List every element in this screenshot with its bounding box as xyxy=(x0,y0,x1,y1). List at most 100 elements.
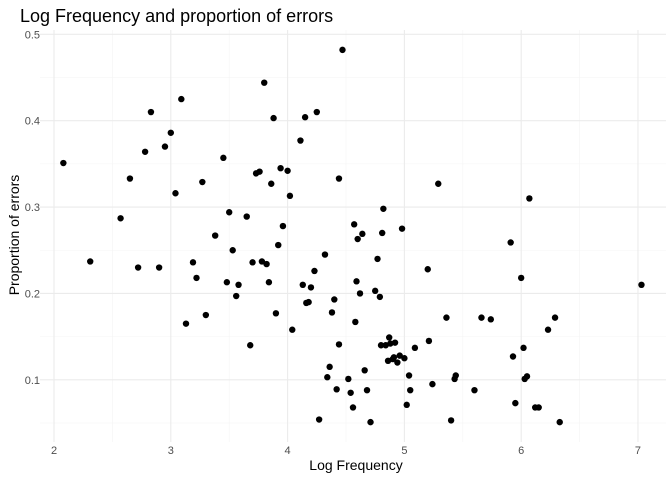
data-point xyxy=(275,241,282,249)
data-point xyxy=(226,209,233,216)
data-point xyxy=(333,386,340,393)
data-point xyxy=(178,95,185,103)
data-point xyxy=(126,175,134,182)
data-point xyxy=(161,143,169,150)
data-point xyxy=(60,159,67,167)
data-point xyxy=(270,114,277,122)
minor-gridlines xyxy=(40,30,666,442)
data-point xyxy=(349,404,357,411)
y-tick-label: 0.2 xyxy=(25,288,40,300)
data-point xyxy=(311,267,318,275)
data-point xyxy=(339,46,346,54)
data-point xyxy=(425,337,433,345)
data-point xyxy=(374,255,381,263)
data-point xyxy=(328,309,336,316)
data-point xyxy=(345,375,352,383)
data-point xyxy=(301,114,309,121)
data-point xyxy=(517,274,525,282)
y-tick-label: 0.5 xyxy=(25,29,40,41)
data-point xyxy=(229,247,236,254)
data-point xyxy=(447,417,455,424)
data-point xyxy=(471,386,478,394)
data-point xyxy=(551,314,559,321)
data-point xyxy=(407,386,414,394)
data-point xyxy=(361,367,368,374)
data-point xyxy=(263,260,270,268)
data-point xyxy=(256,168,263,175)
data-point xyxy=(202,311,210,319)
data-point xyxy=(512,399,519,407)
data-point xyxy=(452,372,459,379)
data-point xyxy=(265,279,273,286)
x-axis-title: Log Frequency xyxy=(309,457,402,473)
data-point xyxy=(286,192,294,200)
x-axis-tick-labels: 2 3 4 5 6 7 xyxy=(51,445,641,457)
data-point xyxy=(199,178,206,186)
data-point xyxy=(411,344,419,352)
data-point xyxy=(211,232,219,239)
data-point xyxy=(261,79,268,86)
data-point xyxy=(435,180,442,187)
data-point xyxy=(258,258,266,265)
data-point xyxy=(378,229,386,237)
data-point xyxy=(371,287,379,295)
data-point xyxy=(277,164,284,172)
data-point xyxy=(394,359,401,366)
data-point xyxy=(377,342,385,349)
data-point xyxy=(134,264,142,271)
data-point xyxy=(390,354,398,361)
data-point xyxy=(193,274,200,282)
data-point xyxy=(324,374,331,381)
y-tick-label: 0.1 xyxy=(25,375,40,387)
data-point xyxy=(396,352,403,359)
data-point xyxy=(429,380,436,388)
data-point xyxy=(507,239,514,246)
data-point xyxy=(335,341,343,348)
data-point xyxy=(478,314,485,321)
y-axis-tick-labels: 0.1 0.2 0.3 0.4 0.5 xyxy=(25,29,40,386)
data-point xyxy=(544,326,552,333)
data-point xyxy=(247,342,254,349)
x-tick-label: 6 xyxy=(518,445,524,457)
data-point xyxy=(556,418,563,426)
data-point xyxy=(272,310,280,317)
data-point xyxy=(520,344,527,352)
data-points xyxy=(60,46,645,426)
data-point xyxy=(307,284,315,291)
data-point xyxy=(347,389,354,396)
x-tick-label: 5 xyxy=(401,445,407,457)
y-axis-title: Proportion of errors xyxy=(6,175,22,296)
data-point xyxy=(367,418,374,426)
y-tick-label: 0.3 xyxy=(25,202,40,214)
x-tick-label: 7 xyxy=(635,445,641,457)
data-point xyxy=(391,339,399,346)
major-gridlines xyxy=(40,30,666,442)
data-point xyxy=(401,355,408,362)
data-point xyxy=(403,401,410,409)
data-point xyxy=(398,225,406,232)
data-point xyxy=(523,373,531,380)
data-point xyxy=(223,279,231,286)
data-point xyxy=(268,180,275,187)
data-point xyxy=(279,222,287,230)
data-point xyxy=(354,235,361,243)
data-point xyxy=(331,296,338,303)
data-point xyxy=(284,167,291,174)
data-point xyxy=(376,293,384,301)
data-point xyxy=(147,108,155,116)
data-point xyxy=(233,292,240,300)
data-point xyxy=(386,334,393,341)
data-point xyxy=(321,251,329,258)
chart-title: Log Frequency and proportion of errors xyxy=(20,6,333,26)
data-point xyxy=(182,320,190,327)
data-point xyxy=(220,154,227,162)
data-point xyxy=(443,314,450,321)
data-point xyxy=(305,298,312,306)
data-point xyxy=(167,129,175,136)
data-point xyxy=(189,259,197,266)
data-point xyxy=(405,372,413,379)
data-point xyxy=(356,290,364,297)
data-point xyxy=(352,318,359,326)
data-point xyxy=(313,108,320,116)
